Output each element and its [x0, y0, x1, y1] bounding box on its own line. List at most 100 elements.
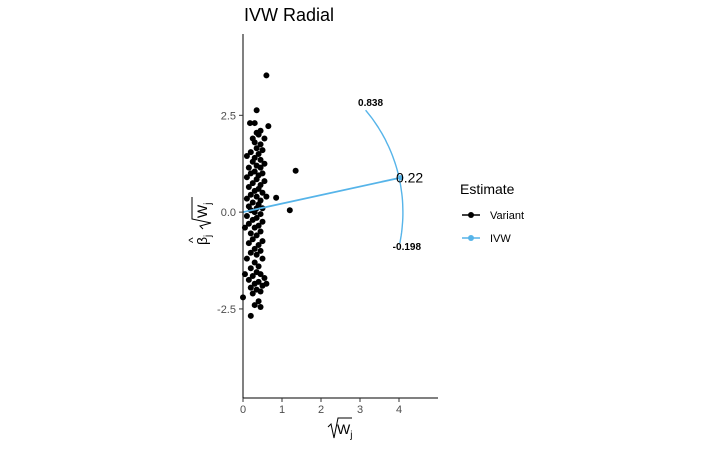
data-point-80	[249, 273, 256, 280]
data-point-59	[251, 224, 258, 231]
x-tick-label-0: 0	[240, 404, 246, 416]
data-point-72	[243, 255, 250, 262]
data-point-63	[253, 232, 260, 239]
y-axis-title-beta-sub: j	[203, 235, 214, 238]
data-point-50	[286, 207, 293, 214]
x-tick-label-2: 2	[318, 404, 324, 416]
data-point-31	[261, 178, 268, 185]
data-point-14	[247, 149, 254, 156]
x-axis-title: Wj	[327, 417, 352, 441]
y-axis-title-w: Wj	[194, 203, 214, 218]
data-point-0	[263, 72, 270, 79]
data-point-64	[249, 236, 256, 243]
x-tick-label-4: 4	[396, 404, 402, 416]
data-point-32	[249, 180, 256, 187]
data-point-11	[257, 141, 264, 148]
x-axis-title-radical	[327, 417, 352, 439]
y-axis-title-radical	[191, 197, 212, 230]
data-point-24	[292, 167, 299, 174]
data-point-56	[259, 218, 266, 225]
data-point-76	[247, 265, 254, 272]
data-point-3	[251, 120, 258, 127]
legend: Estimate Variant IVW	[460, 181, 524, 245]
y-tick-label-2: 2.5	[221, 110, 236, 122]
y-axis-title-hat: ^	[186, 237, 200, 243]
data-point-30	[253, 176, 260, 183]
data-point-75	[255, 263, 262, 270]
data-point-68	[251, 245, 258, 252]
y-ticks: -2.5 0.0 2.5	[217, 110, 243, 316]
data-point-74	[251, 259, 258, 266]
data-point-4	[265, 123, 272, 130]
data-point-20	[261, 160, 268, 167]
data-point-18	[257, 156, 264, 163]
x-tick-label-1: 1	[279, 404, 285, 416]
ci-upper-label: 0.838	[358, 98, 383, 109]
data-point-62	[247, 230, 254, 237]
x-tick-label-3: 3	[357, 404, 363, 416]
data-point-15	[255, 151, 262, 158]
ivw-line	[242, 176, 402, 214]
data-point-87	[247, 284, 254, 291]
legend-entry-ivw: IVW	[462, 233, 511, 245]
data-point-22	[245, 164, 252, 171]
data-point-61	[257, 228, 264, 235]
x-axis-title-sub: j	[349, 430, 352, 441]
data-point-86	[259, 282, 266, 289]
data-point-42	[243, 195, 250, 202]
data-point-38	[247, 191, 254, 198]
data-point-67	[255, 242, 262, 249]
data-point-12	[253, 145, 260, 152]
data-point-94	[257, 304, 264, 310]
ci-lower-label: -0.198	[393, 242, 422, 253]
data-point-82	[245, 276, 252, 283]
ivw-layer: 0.838 -0.198 0.22	[242, 98, 423, 253]
data-point-90	[249, 290, 256, 297]
data-point-29	[243, 174, 250, 181]
data-point-7	[255, 131, 262, 138]
data-point-52	[257, 211, 264, 218]
data-point-36	[251, 187, 258, 194]
data-point-10	[251, 139, 258, 146]
data-point-34	[245, 183, 252, 190]
data-point-92	[255, 298, 262, 305]
data-point-79	[257, 271, 264, 278]
data-point-23	[257, 164, 264, 171]
data-point-40	[263, 193, 270, 200]
data-point-44	[249, 199, 256, 206]
y-axis-title: βj ^ Wj	[186, 197, 214, 245]
data-point-13	[259, 147, 266, 154]
data-point-66	[245, 240, 252, 247]
y-axis-title-w-sub: j	[203, 203, 214, 206]
data-point-1	[253, 107, 260, 114]
data-point-71	[253, 251, 260, 258]
data-point-27	[247, 170, 254, 177]
data-point-65	[259, 238, 266, 245]
chart-title: IVW Radial	[244, 5, 334, 25]
data-point-19	[249, 158, 256, 165]
data-point-81	[261, 274, 268, 281]
x-axis-title-text: Wj	[337, 421, 352, 441]
data-point-53	[243, 213, 250, 219]
y-tick-label-1: 0.0	[221, 207, 236, 219]
data-point-39	[253, 193, 260, 200]
ci-arc	[365, 109, 404, 244]
data-point-37	[259, 189, 266, 196]
legend-variant-dot	[468, 212, 474, 218]
data-point-41	[273, 194, 280, 201]
x-ticks: 0 1 2 3 4	[240, 398, 402, 416]
data-point-9	[261, 135, 268, 142]
y-tick-label-0: -2.5	[217, 304, 236, 316]
data-point-70	[247, 249, 254, 256]
data-point-93	[251, 302, 258, 309]
data-point-73	[259, 255, 266, 262]
scatter-points	[240, 72, 299, 319]
data-point-89	[257, 288, 264, 295]
data-point-84	[251, 280, 258, 287]
data-point-69	[257, 247, 264, 254]
data-point-2	[247, 120, 254, 127]
legend-title: Estimate	[460, 181, 515, 197]
data-point-55	[249, 216, 256, 223]
legend-entry-variant: Variant	[462, 210, 524, 222]
